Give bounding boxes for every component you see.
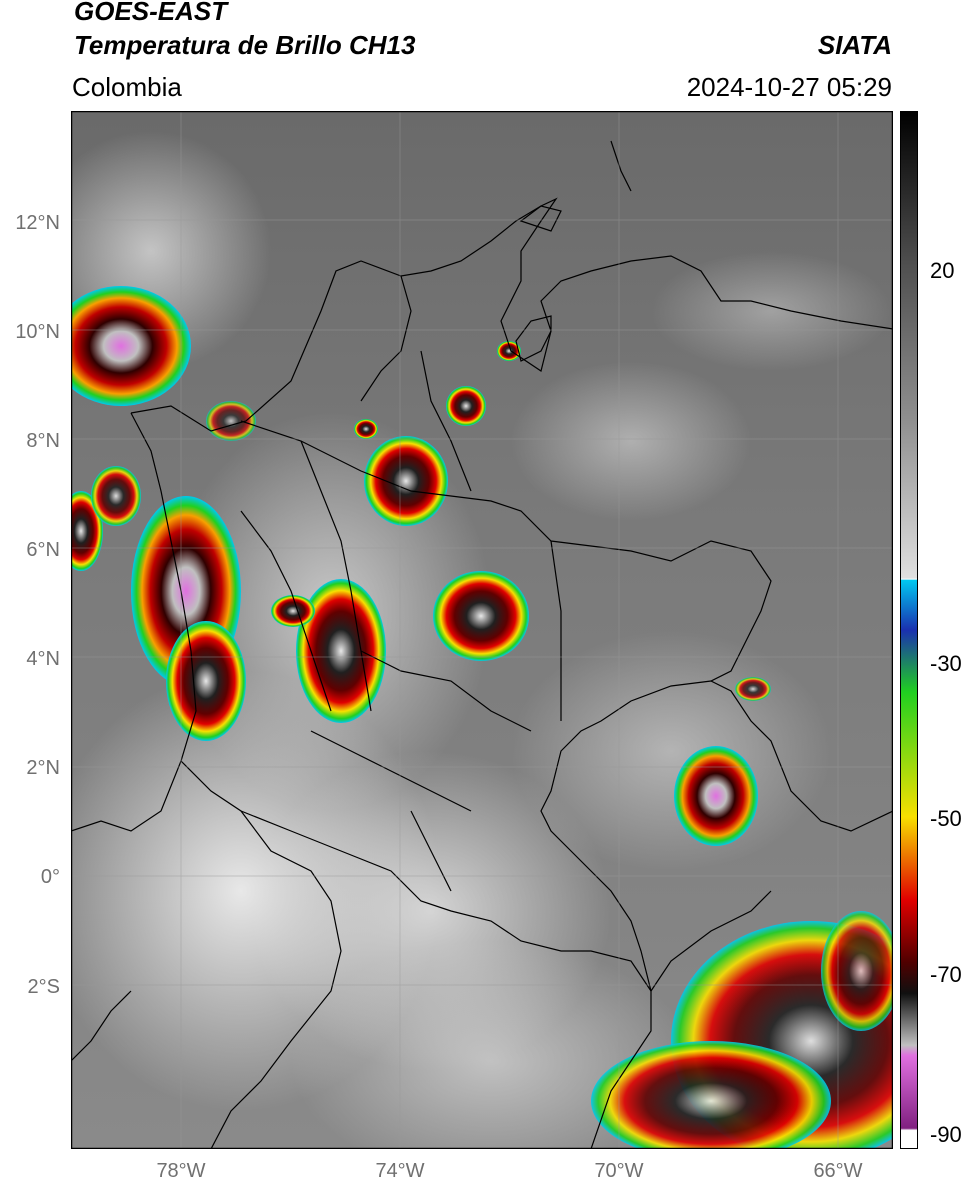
cloud-cover (71, 131, 891, 1149)
product-title: Temperatura de Brillo CH13 (74, 30, 416, 60)
satellite-title: GOES-EAST (74, 0, 228, 26)
colorbar (900, 111, 918, 1149)
lon-tick-78w: 78°W (156, 1160, 206, 1182)
region-label: Colombia (72, 72, 182, 102)
lat-tick-6n: 6°N (26, 539, 60, 561)
lat-tick-2s: 2°S (27, 976, 60, 998)
lat-tick-12n: 12°N (15, 212, 60, 234)
lat-tick-10n: 10°N (15, 321, 60, 343)
lon-tick-74w: 74°W (375, 1160, 425, 1182)
lat-tick-4n: 4°N (26, 648, 60, 670)
lon-tick-66w: 66°W (813, 1160, 863, 1182)
lat-tick-0: 0° (40, 866, 60, 888)
storm-cells (71, 286, 893, 1149)
lat-tick-8n: 8°N (26, 430, 60, 452)
colorbar-label-20: 20 (930, 258, 955, 283)
coastlines-borders (71, 140, 893, 1149)
colorbar-label-minus70: -70 (930, 962, 962, 987)
timestamp-label: 2024-10-27 05:29 (686, 72, 892, 102)
graticule (71, 111, 893, 1149)
lon-tick-70w: 70°W (594, 1160, 644, 1182)
lat-tick-2n: 2°N (26, 757, 60, 779)
colorbar-label-minus90: -90 (930, 1122, 962, 1147)
agency-label: SIATA (817, 30, 892, 60)
map-frame (71, 111, 893, 1149)
colorbar-label-minus50: -50 (930, 806, 962, 831)
colorbar-label-minus30: -30 (930, 651, 962, 676)
satellite-map (71, 111, 893, 1149)
